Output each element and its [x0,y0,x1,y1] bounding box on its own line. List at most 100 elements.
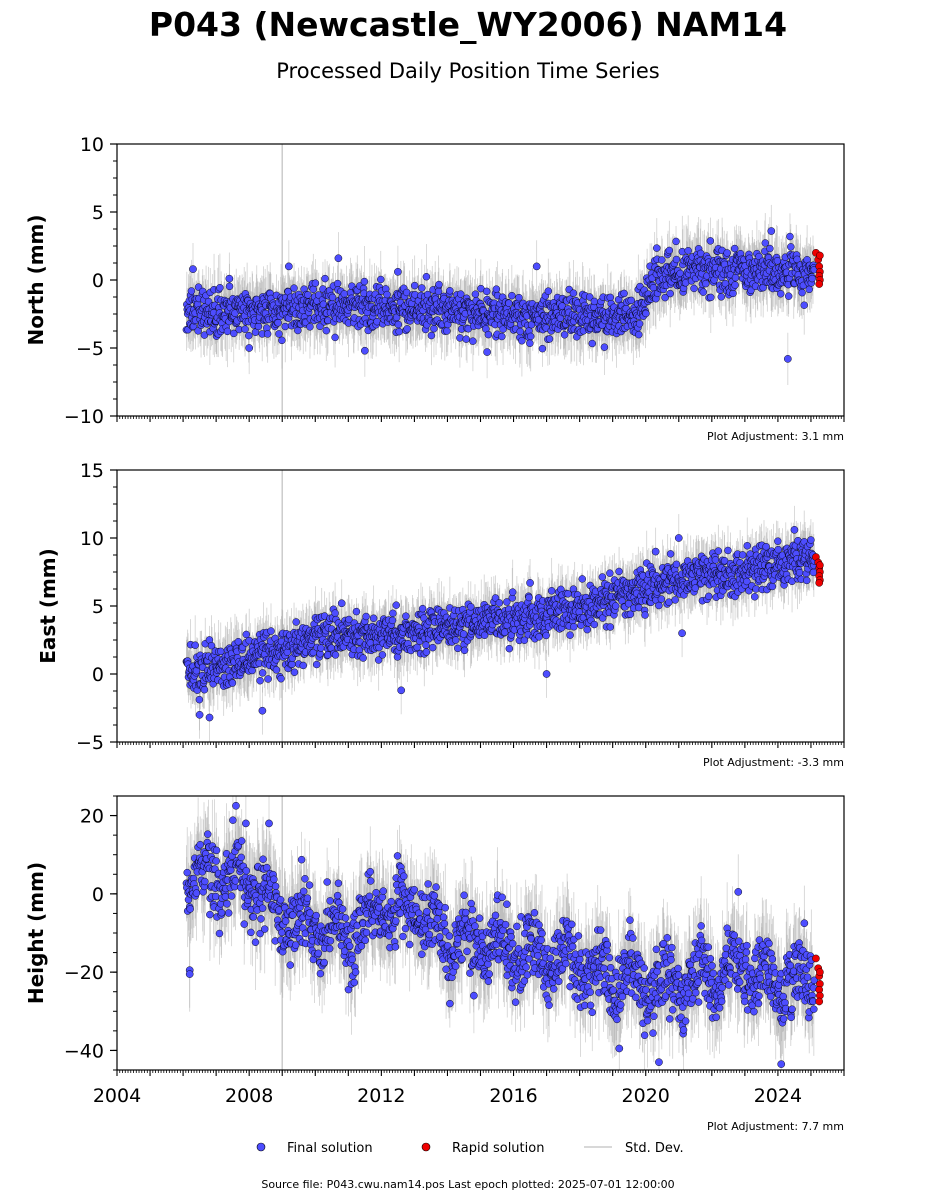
final-point [642,309,650,318]
final-point [195,695,204,704]
final-point [721,279,730,288]
final-point [498,332,506,341]
final-point [635,319,644,328]
final-point [410,281,419,290]
final-point [278,336,286,345]
final-point [241,325,249,333]
final-point [331,333,339,342]
final-point [661,293,669,302]
final-point [690,284,698,293]
final-point [538,344,547,353]
final-point [482,287,491,296]
final-point [793,255,801,264]
final-point [360,277,369,286]
final-point [731,273,740,282]
final-point [515,293,523,302]
y-tick-label: 0 [92,270,104,292]
final-point [328,293,337,302]
final-point [516,327,524,336]
final-point [600,343,609,351]
final-point [723,249,731,257]
final-point [435,280,443,289]
final-point [665,246,674,255]
final-point [333,279,342,288]
y-tick-label: 5 [92,202,104,224]
final-point [394,268,402,276]
final-point [230,329,238,338]
final-point [245,344,254,352]
final-point [225,282,234,291]
final-point [532,262,541,271]
final-point [377,275,385,284]
final-point [427,331,436,340]
final-point [281,322,289,331]
final-point [784,292,793,300]
final-point [586,293,594,301]
final-point [787,243,795,251]
final-point [189,265,197,273]
final-point [777,290,785,298]
final-point [627,296,635,305]
final-point [766,244,774,253]
final-point [499,325,507,333]
final-point [731,281,739,289]
final-point [200,685,209,694]
final-point [200,331,209,339]
final-point [383,290,391,299]
plot-adjustment: Plot Adjustment: 3.1 mm [707,430,844,443]
final-point [430,324,438,333]
final-point [767,227,776,235]
final-point [469,337,477,345]
final-point [808,274,816,283]
final-point [290,284,298,292]
final-point [684,247,692,255]
panel-1: −10 −5 0 5 10 North (mm) Plot Adjustment: 3.1 … [24,134,845,443]
final-point [672,237,680,246]
final-point [306,323,314,331]
final-point [471,290,480,298]
y-tick-label: −5 [76,338,104,360]
chart-title: P043 (Newcastle_WY2006) NAM14 [149,5,787,44]
final-point [588,339,596,348]
y-axis-label: North (mm) [24,214,48,345]
final-point [786,232,794,241]
final-point [526,332,535,341]
rapid-solution-points [812,248,824,288]
panels: −10 −5 0 5 10 North (mm) Plot Adjustment: 3.1 … [24,134,845,1133]
final-point [805,285,813,294]
final-point [263,330,272,338]
y-tick-label: −10 [64,406,104,428]
final-point [225,274,234,283]
final-point [658,256,666,264]
plot-area [182,470,824,742]
final-point [456,334,464,342]
final-point [285,262,293,271]
final-point [798,288,806,297]
final-point [274,319,282,327]
final-solution-points [182,227,818,363]
final-point [216,284,224,292]
final-point [334,254,343,263]
final-point [207,641,216,650]
final-point [245,331,253,340]
final-point [457,290,465,298]
plot-area [182,144,824,416]
final-point [730,244,739,253]
rapid-point [815,280,824,288]
final-point [187,287,196,295]
final-point [443,327,451,335]
final-point [666,289,674,298]
final-solution-points [182,526,818,722]
final-point [484,330,493,339]
final-point [729,289,737,298]
rapid-point [816,251,824,260]
final-point [191,641,199,649]
final-point [653,244,661,252]
final-point [223,327,232,336]
y-tick-label: 10 [80,134,104,156]
final-point [446,287,454,295]
final-point [361,346,369,355]
final-point [418,284,426,292]
